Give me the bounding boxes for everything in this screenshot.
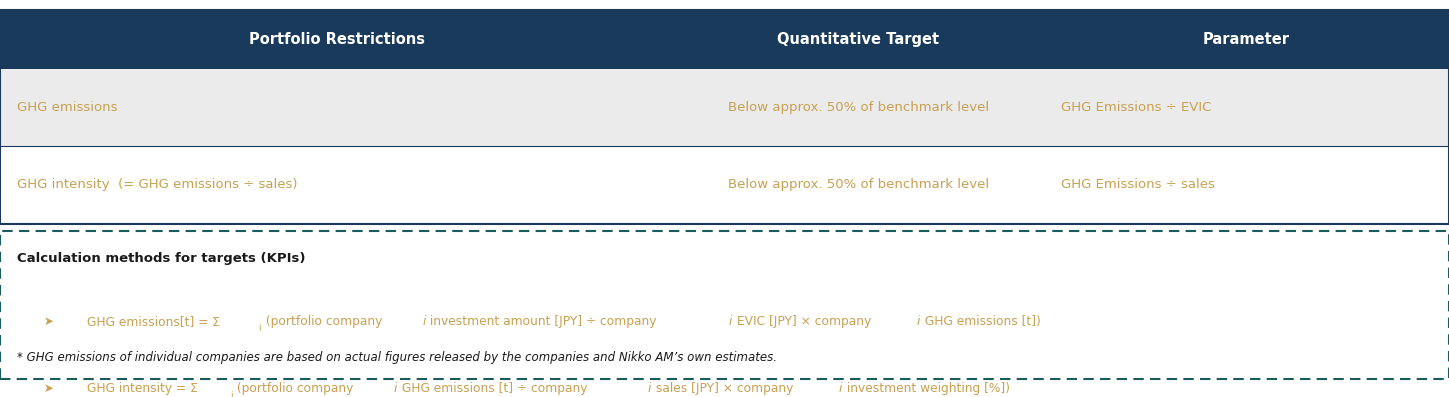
Text: investment weighting [%]): investment weighting [%]) bbox=[843, 382, 1010, 395]
Text: GHG intensity  (= GHG emissions ÷ sales): GHG intensity (= GHG emissions ÷ sales) bbox=[17, 179, 298, 191]
Text: * GHG emissions of individual companies are based on actual figures released by : * GHG emissions of individual companies … bbox=[17, 351, 777, 364]
Text: i: i bbox=[258, 324, 261, 333]
Text: Below approx. 50% of benchmark level: Below approx. 50% of benchmark level bbox=[727, 179, 990, 191]
Text: ➤: ➤ bbox=[43, 382, 54, 395]
Text: i: i bbox=[917, 315, 920, 328]
Text: Quantitative Target: Quantitative Target bbox=[778, 32, 939, 47]
Text: sales [JPY] × company: sales [JPY] × company bbox=[652, 382, 797, 395]
Text: GHG Emissions ÷ EVIC: GHG Emissions ÷ EVIC bbox=[1061, 101, 1211, 114]
Text: GHG emissions[t] = Σ: GHG emissions[t] = Σ bbox=[87, 315, 220, 328]
Text: Below approx. 50% of benchmark level: Below approx. 50% of benchmark level bbox=[727, 101, 990, 114]
Text: (portfolio company: (portfolio company bbox=[262, 315, 385, 328]
Text: i: i bbox=[422, 315, 426, 328]
Text: i: i bbox=[230, 391, 232, 397]
Text: GHG emissions: GHG emissions bbox=[17, 101, 117, 114]
FancyBboxPatch shape bbox=[0, 69, 1449, 146]
FancyBboxPatch shape bbox=[0, 10, 1449, 69]
Text: GHG emissions [t]): GHG emissions [t]) bbox=[922, 315, 1040, 328]
Text: GHG intensity = Σ: GHG intensity = Σ bbox=[87, 382, 197, 395]
Text: ➤: ➤ bbox=[43, 315, 54, 328]
Text: i: i bbox=[839, 382, 842, 395]
Text: investment amount [JPY] ÷ company: investment amount [JPY] ÷ company bbox=[426, 315, 661, 328]
FancyBboxPatch shape bbox=[0, 146, 1449, 224]
Text: i: i bbox=[393, 382, 397, 395]
FancyBboxPatch shape bbox=[0, 231, 1449, 379]
Text: Parameter: Parameter bbox=[1203, 32, 1290, 47]
Text: i: i bbox=[729, 315, 732, 328]
Text: (portfolio company: (portfolio company bbox=[233, 382, 358, 395]
Text: EVIC [JPY] × company: EVIC [JPY] × company bbox=[733, 315, 875, 328]
Text: Calculation methods for targets (KPIs): Calculation methods for targets (KPIs) bbox=[17, 252, 306, 265]
Text: GHG Emissions ÷ sales: GHG Emissions ÷ sales bbox=[1061, 179, 1214, 191]
Text: Portfolio Restrictions: Portfolio Restrictions bbox=[249, 32, 425, 47]
Text: GHG emissions [t] ÷ company: GHG emissions [t] ÷ company bbox=[397, 382, 591, 395]
Text: i: i bbox=[648, 382, 651, 395]
